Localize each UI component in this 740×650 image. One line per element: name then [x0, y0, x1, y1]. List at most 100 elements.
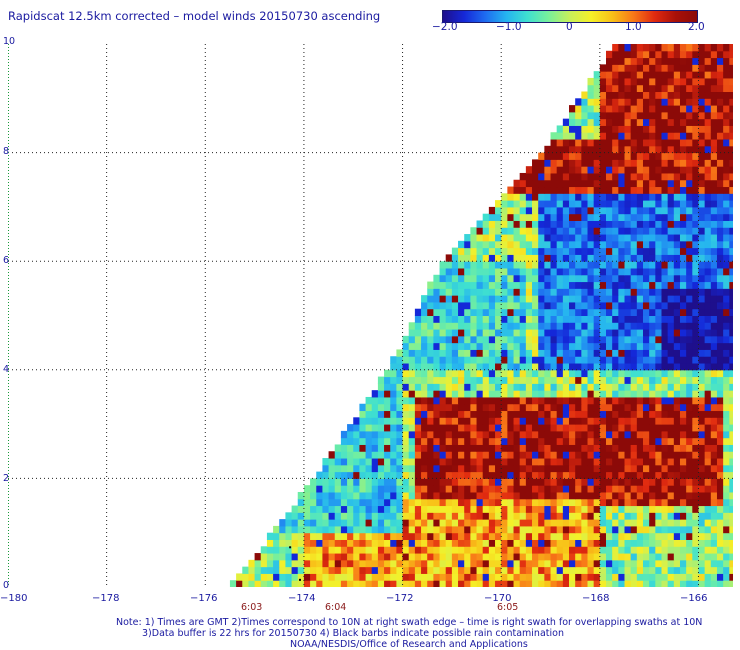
- heatmap-cell: [729, 213, 733, 221]
- heatmap-cell: [661, 247, 669, 255]
- heatmap-cell: [538, 498, 545, 507]
- heatmap-cell: [544, 213, 552, 221]
- heatmap-cell: [716, 464, 724, 473]
- heatmap-cell: [550, 512, 558, 520]
- heatmap-cell: [575, 519, 582, 527]
- heatmap-cell: [507, 451, 515, 459]
- heatmap-cell: [532, 288, 539, 296]
- footnote-line-2: 3)Data buffer is 22 hrs for 20150730 4) …: [142, 628, 564, 639]
- heatmap-cell: [686, 546, 693, 554]
- heatmap-cell: [328, 464, 336, 473]
- heatmap-cell: [501, 424, 508, 432]
- heatmap-cell: [612, 478, 619, 486]
- heatmap-cell: [495, 512, 502, 520]
- heatmap-cell: [507, 573, 515, 581]
- heatmap-cell: [723, 44, 730, 52]
- heatmap-cell: [593, 84, 601, 93]
- heatmap-cell: [575, 125, 582, 133]
- heatmap-cell: [266, 559, 274, 568]
- heatmap-cell: [729, 369, 733, 378]
- heatmap-cell: [624, 295, 632, 303]
- heatmap-cell: [525, 519, 533, 527]
- heatmap-cell: [507, 308, 515, 316]
- heatmap-cell: [692, 553, 699, 561]
- heatmap-cell: [297, 519, 305, 527]
- heatmap-cell: [482, 274, 490, 283]
- heatmap-cell: [686, 464, 693, 473]
- heatmap-cell: [723, 301, 730, 310]
- heatmap-cell: [488, 234, 496, 242]
- heatmap-cell: [618, 329, 625, 337]
- heatmap-cell: [667, 546, 675, 554]
- heatmap-cell: [525, 383, 533, 391]
- heatmap-cell: [445, 308, 453, 316]
- heatmap-cell: [729, 281, 733, 289]
- heatmap-cell: [642, 200, 650, 208]
- heatmap-cell: [642, 308, 650, 316]
- heatmap-cell: [587, 179, 595, 188]
- heatmap-cell: [569, 247, 576, 255]
- heatmap-cell: [729, 335, 733, 344]
- heatmap-cell: [723, 213, 730, 221]
- heatmap-cell: [606, 376, 613, 384]
- heatmap-cell: [716, 396, 724, 405]
- heatmap-cell: [532, 403, 539, 412]
- heatmap-cell: [581, 349, 588, 357]
- heatmap-cell: [525, 478, 533, 486]
- heatmap-cell: [569, 424, 576, 432]
- heatmap-cell: [433, 566, 441, 574]
- heatmap-cell: [661, 254, 669, 262]
- heatmap-cell: [587, 84, 595, 93]
- heatmap-cell: [291, 505, 299, 513]
- heatmap-cell: [679, 288, 687, 296]
- heatmap-cell: [593, 179, 601, 188]
- heatmap-cell: [649, 281, 656, 289]
- heatmap-cell: [544, 519, 552, 527]
- heatmap-cell: [470, 274, 478, 283]
- heatmap-cell: [704, 77, 712, 86]
- heatmap-cell: [433, 464, 441, 473]
- heatmap-cell: [464, 444, 471, 452]
- heatmap-cell: [624, 240, 632, 249]
- heatmap-cell: [686, 98, 693, 106]
- heatmap-cell: [612, 186, 619, 194]
- heatmap-cell: [612, 261, 619, 269]
- heatmap-cell: [495, 254, 502, 262]
- heatmap-cell: [612, 200, 619, 208]
- heatmap-cell: [710, 458, 718, 466]
- heatmap-cell: [723, 200, 730, 208]
- heatmap-cell: [618, 403, 625, 412]
- heatmap-cell: [661, 57, 669, 65]
- heatmap-cell: [384, 444, 391, 452]
- heatmap-cell: [599, 444, 607, 452]
- heatmap-cell: [482, 519, 490, 527]
- heatmap-cell: [433, 532, 441, 540]
- heatmap-cell: [532, 498, 539, 507]
- heatmap-cell: [451, 451, 459, 459]
- heatmap-cell: [599, 376, 607, 384]
- heatmap-cell: [593, 539, 601, 547]
- heatmap-cell: [667, 301, 675, 310]
- heatmap-cell: [377, 471, 385, 479]
- heatmap-cell: [642, 118, 650, 126]
- heatmap-cell: [642, 512, 650, 520]
- heatmap-cell: [519, 505, 527, 513]
- heatmap-cell: [655, 458, 662, 466]
- heatmap-cell: [716, 451, 724, 459]
- heatmap-cell: [667, 206, 675, 215]
- heatmap-cell: [433, 498, 441, 507]
- heatmap-cell: [642, 186, 650, 194]
- heatmap-cell: [729, 322, 733, 330]
- heatmap-cell: [723, 159, 730, 167]
- heatmap-cell: [562, 485, 570, 493]
- heatmap-cell: [402, 519, 410, 527]
- heatmap-cell: [451, 274, 459, 283]
- heatmap-cell: [550, 159, 558, 167]
- heatmap-cell: [476, 430, 484, 439]
- heatmap-cell: [618, 111, 625, 120]
- heatmap-cell: [464, 247, 471, 255]
- heatmap-cell: [482, 315, 490, 323]
- heatmap-cell: [723, 512, 730, 520]
- heatmap-cell: [476, 369, 484, 378]
- heatmap-cell: [495, 566, 502, 574]
